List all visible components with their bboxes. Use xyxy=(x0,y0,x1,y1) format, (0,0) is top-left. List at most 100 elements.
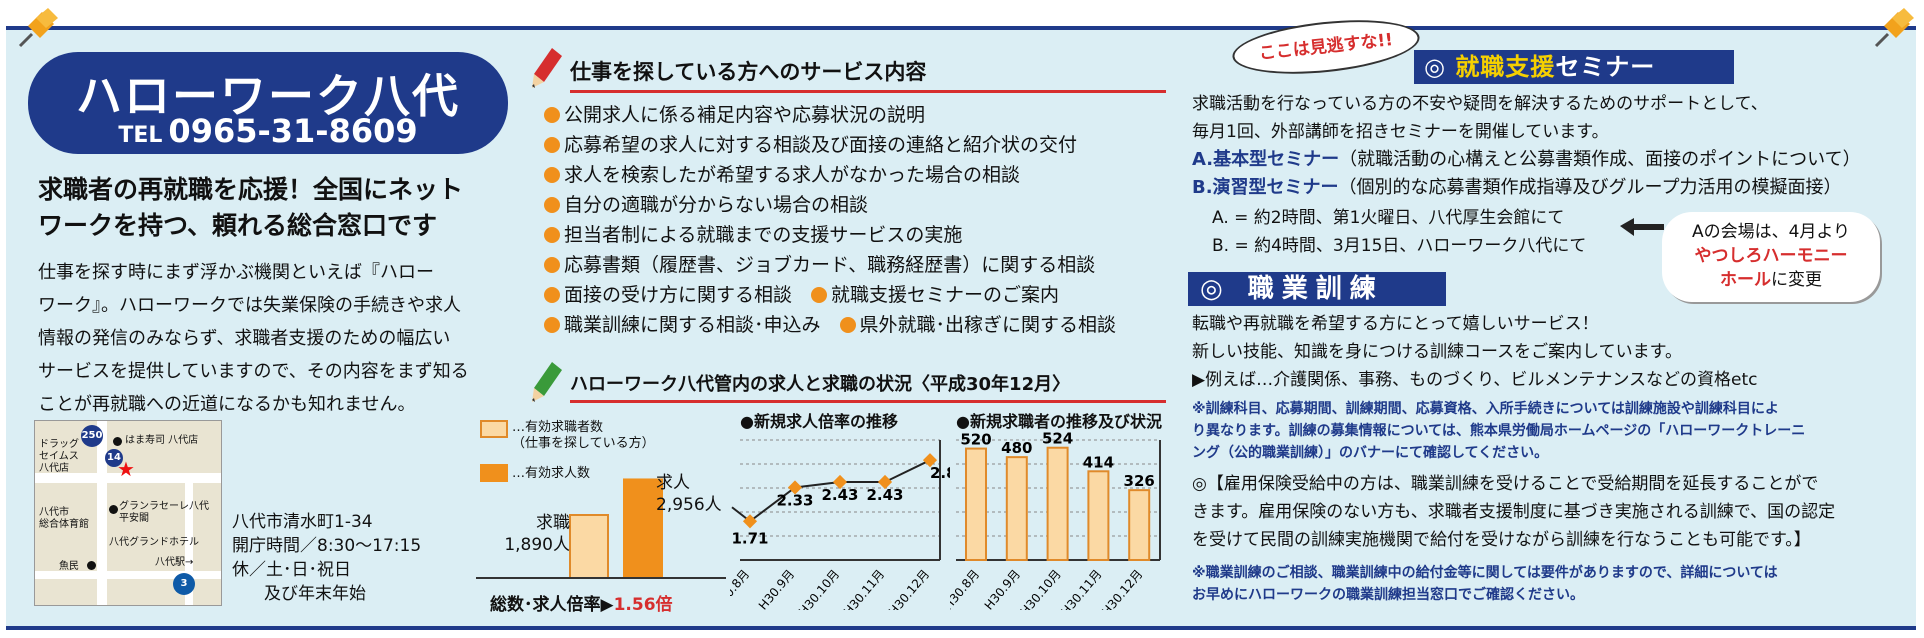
service-item: 自分の適職が分からない場合の相談 xyxy=(544,190,1164,220)
x-tick-label: H30.10月 xyxy=(796,567,842,610)
seeker-value-label: 520 xyxy=(960,431,991,449)
x-tick-label: H30.11月 xyxy=(841,567,887,610)
seeker-bar xyxy=(1128,489,1151,561)
intro-paragraph: 仕事を探す時にまず浮かぶ機関といえば『ハロー ワーク』。ハローワークでは失業保険… xyxy=(38,256,508,421)
seminar-a: A.基本型セミナー（就職活動の心構えと公募書類作成、面接のポイントについて） xyxy=(1192,149,1861,170)
map-label-hamazushi: はま寿司 八代店 xyxy=(125,435,199,446)
x-tick-label: H30.9月 xyxy=(982,567,1023,610)
seekers-bar-chart: 520 480 524 414 326 H30.8月 H30.9月H30.10月H30.11… xyxy=(950,430,1161,610)
service-item: 面接の受け方に関する相談 就職支援セミナーのご案内 xyxy=(544,280,1164,310)
seminar-intro-2: 毎月1回、外部講師を招きセミナーを開催しています。 xyxy=(1192,122,1609,142)
overall-ratio: 総数･求人倍率▶1.56倍 xyxy=(490,590,673,615)
service-item: 応募希望の求人に対する相談及び面接の連絡と紹介状の交付 xyxy=(544,130,1164,160)
services-list: 公開求人に係る補足内容や応募状況の説明 応募希望の求人に対する相談及び面接の連絡… xyxy=(544,100,1164,340)
chart-title-ratio: ●新規求人倍率の推移 xyxy=(740,412,898,431)
seminar-intro-1: 求職活動を行なっている方の不安や疑問を解決するためのサポートとして、 xyxy=(1192,94,1768,114)
body-line: ことが再就職への近道になるかも知れません。 xyxy=(38,394,416,415)
tel-number: 0965-31-8609 xyxy=(168,112,418,150)
seeker-value-label: 326 xyxy=(1124,472,1155,490)
x-tick-label: H30.12月 xyxy=(1099,567,1145,610)
service-item: 公開求人に係る補足内容や応募状況の説明 xyxy=(544,100,1164,130)
holidays: 休／土･日･祝日 xyxy=(232,560,351,580)
map-label-station: 八代駅→ xyxy=(155,557,194,568)
ratio-value-label: 2.43 xyxy=(821,486,858,504)
x-tick-label: H30.10月 xyxy=(1018,567,1064,610)
ratio-value-label: 1.71 xyxy=(731,529,768,547)
map-label-uomin: 魚民 xyxy=(59,561,79,572)
tel-prefix: TEL xyxy=(118,123,163,148)
body-line: 仕事を探す時にまず浮かぶ機関といえば『ハロー xyxy=(38,262,434,283)
x-tick-label: H30.11月 xyxy=(1058,567,1104,610)
seeker-bar xyxy=(1087,470,1110,561)
hellowork-location-icon: ★ xyxy=(117,457,135,481)
insurance-line-1: ◎【雇用保険受給中の方は、職業訓練を受けることで受給期間を延長することがで xyxy=(1192,474,1819,494)
x-tick-label: H30.9月 xyxy=(756,567,797,610)
x-tick-label: H30.12月 xyxy=(886,567,932,610)
map-label-granlasele: グランラセーレ八代 平安閣 xyxy=(119,501,209,524)
training-line-2: 新しい技能、知識を身につける訓練コースをご案内しています。 xyxy=(1192,342,1682,362)
office-title: ハローワーク八代 xyxy=(76,69,460,123)
training-note-1: ※訓練科目、応募期間、訓練期間、応募資格、入所手続きについては訓練施設や訓練科目… xyxy=(1192,401,1806,461)
map-label-gym: 八代市 総合体育館 xyxy=(39,507,89,530)
ratio-line-chart: 1.712.332.432.432.83H30.8月H30.9月H30.10月H… xyxy=(730,439,950,610)
pushpin-icon-right xyxy=(1874,8,1914,48)
training-line-3: ▶例えば…介護関係、事務、ものづくり、ビルメンテナンスなどの資格etc xyxy=(1192,370,1758,390)
pencil-icon xyxy=(532,48,562,88)
insurance-line-2: きます。雇用保険のない方も、求職者支援制度に基づき実施される訓練で、国の認定 xyxy=(1192,502,1836,522)
seeker-value-label: 480 xyxy=(1001,439,1032,457)
arrow-icon xyxy=(1620,218,1664,236)
venue-change-callout: Aの会場は、4月より やつしろハーモニー ホールに変更 xyxy=(1662,212,1880,302)
ratio-value: 1.56倍 xyxy=(613,595,673,615)
services-heading: 仕事を探している方へのサービス内容 xyxy=(570,56,1166,93)
green-pencil-icon xyxy=(532,362,562,402)
route-14-icon: 14 xyxy=(105,449,123,467)
lead-line: 求職者の再就職を応援！全国にネット xyxy=(38,175,464,204)
lead-headline: 求職者の再就職を応援！全国にネット ワークを持つ、頼れる総合窓口です xyxy=(38,172,508,244)
status-heading: ハローワーク八代管内の求人と求職の状況〈平成30年12月〉 xyxy=(570,370,1166,403)
holidays-2: 及び年末年始 xyxy=(264,584,366,604)
body-line: 情報の発信のみならず、求職者支援のための幅広い xyxy=(38,328,451,349)
seminar-a-detail: A. = 約2時間、第1火曜日、八代厚生会館にて xyxy=(1212,208,1565,228)
seeker-bar xyxy=(965,447,987,562)
bar-label-seekers: 求職 1,890人 xyxy=(504,513,570,555)
service-item: 担当者制による就職までの支援サービスの実施 xyxy=(544,220,1164,250)
ratio-point xyxy=(787,480,803,495)
legend-swatch-jobs xyxy=(480,464,508,482)
seminar-heading: ◎ 就職支援セミナー xyxy=(1414,50,1734,84)
legend-seekers: …有効求職者数 （仕事を探している方） xyxy=(512,420,655,451)
ratio-value-label: 2.83 xyxy=(930,464,950,482)
training-heading: ◎ 職業訓練 xyxy=(1188,272,1446,306)
address: 八代市清水町1-34 xyxy=(232,512,373,532)
seeker-value-label: 524 xyxy=(1042,430,1073,448)
bar-1 xyxy=(623,478,663,579)
map-dot xyxy=(87,561,96,570)
service-item: 応募書類（履歴書、ジョブカード、職務経歴書）に関する相談 xyxy=(544,250,1164,280)
legend-swatch-seekers xyxy=(480,420,508,438)
body-line: ワーク』。ハローワークでは失業保険の手続きや求人 xyxy=(38,295,461,316)
seeker-bar xyxy=(1005,456,1028,561)
seeker-value-label: 414 xyxy=(1083,453,1114,471)
map-dot xyxy=(113,437,122,446)
ratio-value-label: 2.43 xyxy=(866,486,903,504)
opening-hours: 開庁時間／8:30〜17:15 xyxy=(232,536,422,556)
bar-0 xyxy=(569,514,609,579)
x-tick-label: H30.8月 xyxy=(950,567,982,610)
ratio-label: 総数･求人倍率▶ xyxy=(490,595,614,615)
ratio-value-label: 2.33 xyxy=(776,491,813,509)
pushpin-icon-left xyxy=(18,8,58,48)
lead-line: ワークを持つ、頼れる総合窓口です xyxy=(38,211,438,240)
route-3-icon: 3 xyxy=(173,573,195,595)
ratio-point xyxy=(877,474,893,490)
insurance-line-3: を受けて民間の訓練実施機関で給付を受けながら訓練を行なうことも可能です。】 xyxy=(1192,530,1811,550)
training-note-2: ※職業訓練のご相談、職業訓練中の給付金等に関しては要件がありますので、詳細につい… xyxy=(1192,565,1778,603)
seminar-b: B.演習型セミナー（個別的な応募書類作成指導及びグループ力活用の模擬面接） xyxy=(1192,177,1842,198)
route-250-icon: 250 xyxy=(81,425,103,447)
bar-label-jobs: 求人 2,956人 xyxy=(656,473,722,515)
legend-jobs: …有効求人数 xyxy=(512,466,591,481)
service-item: 職業訓練に関する相談･申込み 県外就職･出稼ぎに関する相談 xyxy=(544,310,1164,340)
ratio-point xyxy=(832,474,848,490)
chart-title-seekers: ●新規求職者の推移及び状況 xyxy=(956,412,1162,431)
map-dot xyxy=(109,505,118,514)
service-item: 求人を検索したが希望する求人がなかった場合の相談 xyxy=(544,160,1164,190)
